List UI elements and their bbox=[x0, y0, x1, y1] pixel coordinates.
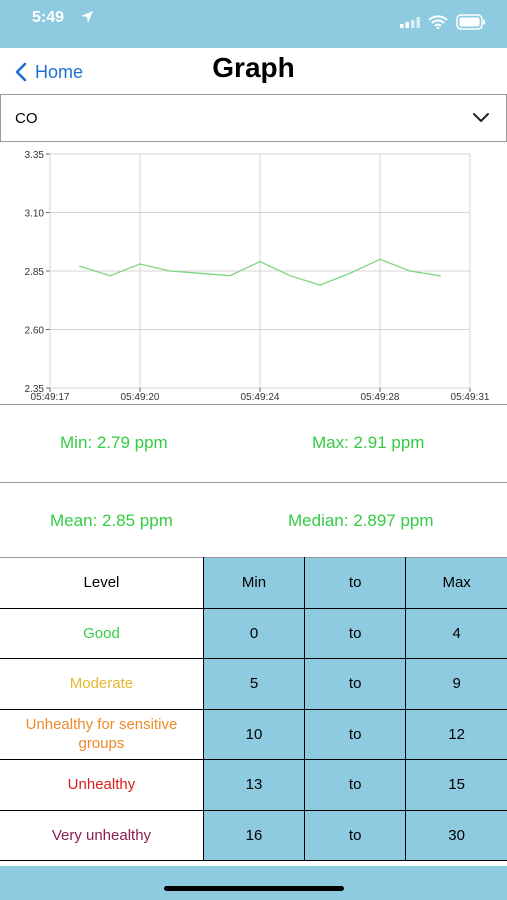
battery-icon bbox=[456, 14, 485, 30]
header-level: Level bbox=[0, 557, 204, 609]
status-time: 5:49 bbox=[32, 9, 65, 26]
nav-bar: Graph Home bbox=[0, 48, 507, 92]
data-point bbox=[229, 274, 231, 277]
y-tick-label: 3.35 bbox=[25, 150, 45, 161]
data-point bbox=[379, 258, 381, 261]
table-row: Good 0 to 4 bbox=[0, 607, 507, 659]
level-max: 4 bbox=[405, 607, 507, 659]
median-stat: Median: 2.897 ppm bbox=[288, 511, 434, 530]
level-to: to bbox=[304, 759, 407, 811]
min-stat: Min: 2.79 ppm bbox=[60, 433, 168, 452]
level-name: Good bbox=[0, 607, 204, 659]
x-tick-label: 05:49:28 bbox=[361, 392, 400, 403]
data-point bbox=[289, 274, 291, 277]
level-max: 15 bbox=[405, 759, 507, 811]
table-row: Unhealthy 13 to 15 bbox=[0, 759, 507, 811]
gas-select-value: CO bbox=[15, 110, 38, 127]
x-tick-label: 05:49:20 bbox=[121, 392, 160, 403]
x-tick-label: 05:49:24 bbox=[241, 392, 280, 403]
data-point bbox=[139, 263, 141, 265]
header-min: Min bbox=[202, 557, 306, 609]
level-to: to bbox=[304, 708, 407, 760]
x-tick-label: 05:49:17 bbox=[31, 392, 70, 403]
chevron-down-icon bbox=[473, 113, 489, 122]
y-tick-label: 2.35 bbox=[25, 384, 45, 395]
back-button[interactable]: Home bbox=[14, 60, 83, 84]
stats-row-mean-median: Mean: 2.85 ppm Median: 2.897 ppm bbox=[0, 482, 507, 558]
stats-row-min-max: Min: 2.79 ppm Max: 2.91 ppm bbox=[0, 404, 507, 480]
level-min: 5 bbox=[202, 658, 306, 710]
chevron-left-icon bbox=[15, 62, 27, 82]
bottom-bar bbox=[0, 866, 507, 900]
status-bar: 5:49 bbox=[0, 0, 507, 48]
table-row: Very unhealthy 16 to 30 bbox=[0, 809, 507, 861]
level-to: to bbox=[304, 607, 407, 659]
y-tick-label: 2.85 bbox=[25, 267, 45, 278]
aqi-level-table: Level Min to Max Good 0 to 4 Moderate 5 … bbox=[0, 557, 507, 861]
line-chart: 2.35 2.60 2.85 3.10 3.35 05:49:17 05:49:20 05:… bbox=[0, 144, 507, 406]
level-min: 10 bbox=[202, 708, 306, 760]
data-point bbox=[169, 270, 171, 272]
data-point bbox=[79, 265, 81, 268]
y-tick-label: 3.10 bbox=[25, 209, 45, 220]
level-name: Unhealthy bbox=[0, 759, 204, 811]
data-point bbox=[199, 272, 201, 275]
level-max: 9 bbox=[405, 658, 507, 710]
level-max: 30 bbox=[405, 809, 507, 861]
data-point bbox=[439, 274, 441, 277]
level-min: 13 bbox=[202, 759, 306, 811]
y-tick-label: 2.60 bbox=[25, 326, 45, 337]
location-arrow-icon bbox=[81, 11, 93, 23]
data-point bbox=[259, 260, 261, 263]
max-stat: Max: 2.91 ppm bbox=[312, 433, 425, 452]
mean-stat: Mean: 2.85 ppm bbox=[50, 511, 173, 530]
back-label: Home bbox=[35, 61, 84, 82]
level-to: to bbox=[304, 809, 407, 861]
page-title: Graph bbox=[212, 52, 295, 83]
level-max: 12 bbox=[405, 708, 507, 760]
cellular-signal-icon bbox=[400, 17, 420, 28]
data-point bbox=[319, 284, 321, 286]
level-to: to bbox=[304, 658, 407, 710]
table-header-row: Level Min to Max bbox=[0, 557, 507, 609]
level-min: 16 bbox=[202, 809, 306, 861]
level-name: Very unhealthy bbox=[0, 809, 204, 861]
data-point bbox=[109, 274, 111, 277]
table-row: Unhealthy for sensitive groups 10 to 12 bbox=[0, 708, 507, 760]
level-name: Moderate bbox=[0, 658, 204, 710]
data-point bbox=[349, 272, 351, 275]
x-tick-label: 05:49:31 bbox=[451, 392, 490, 403]
home-indicator[interactable] bbox=[164, 886, 344, 891]
level-name: Unhealthy for sensitive groups bbox=[0, 708, 204, 760]
line-chart-svg: 2.35 2.60 2.85 3.10 3.35 05:49:17 05:49:20 05:… bbox=[25, 150, 490, 403]
header-to: to bbox=[304, 557, 407, 609]
data-point bbox=[409, 270, 411, 272]
gas-select-dropdown[interactable]: CO bbox=[0, 94, 507, 142]
table-row: Moderate 5 to 9 bbox=[0, 658, 507, 710]
wifi-icon bbox=[428, 15, 448, 29]
header-max: Max bbox=[405, 557, 507, 609]
level-min: 0 bbox=[202, 607, 306, 659]
